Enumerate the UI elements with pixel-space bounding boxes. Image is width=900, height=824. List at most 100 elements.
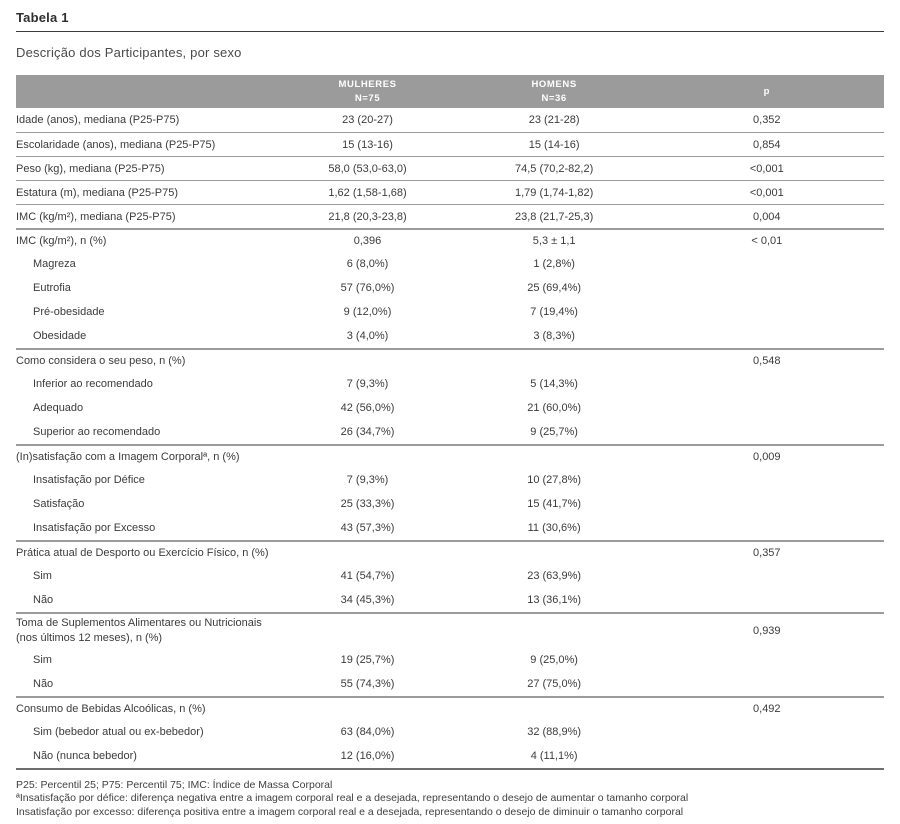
cell-p-value: 0,854 <box>753 138 781 151</box>
cell-homens-value: 1,79 (1,74-1,82) <box>514 186 594 199</box>
column-header-mulheres-n: N=75 <box>354 93 381 104</box>
table-subrow: Inferior ao recomendado 7 (9,3%) 5 (14,3%) <box>16 372 884 396</box>
column-header-homens: HOMENS N=36 <box>459 75 650 108</box>
row-label: Prática atual de Desporto ou Exercício F… <box>16 547 276 559</box>
cell-homens-value: 23,8 (21,7-25,3) <box>514 210 594 223</box>
row-label: Magreza <box>16 258 276 270</box>
table-subrow: Sim (bebedor atual ou ex-bebedor) 63 (84,… <box>16 720 884 744</box>
row-label: Consumo de Bebidas Alcoólicas, n (%) <box>16 703 276 715</box>
row-label-text-line2: (nos últimos 12 meses), n (%) <box>16 632 163 644</box>
cell-homens-value: 4 (11,1%) <box>530 750 578 762</box>
cell-mulheres-value: 19 (25,7%) <box>340 654 395 666</box>
cell-p-value: <0,001 <box>749 162 784 175</box>
participants-table: MULHERES N=75 HOMENS N=36 p Idade (anos)… <box>16 75 884 770</box>
footnote-excess-definition: Insatisfação por excesso: diferença posi… <box>16 805 684 818</box>
cell-mulheres-value: 42 (56,0%) <box>340 402 395 414</box>
row-label-text: IMC (kg/m²), mediana (P25-P75) <box>16 210 176 223</box>
table-subrow: Insatisfação por Défice 7 (9,3%) 10 (27,8%… <box>16 468 884 492</box>
cell-homens-value: 25 (69,4%) <box>527 282 582 294</box>
table-caption: Descrição dos Participantes, por sexo <box>16 45 242 60</box>
row-label: Eutrofia <box>16 282 276 294</box>
row-label: Satisfação <box>16 498 276 510</box>
row-label-text: Satisfação <box>33 498 85 510</box>
row-label: Adequado <box>16 402 276 414</box>
cell-homens-value: 23 (21-28) <box>528 114 580 126</box>
cell-homens-value: 1 (2,8%) <box>533 258 575 270</box>
row-label: Inferior ao recomendado <box>16 378 276 390</box>
row-label-text: Sim <box>33 654 52 666</box>
row-label-text: Como considera o seu peso, n (%) <box>16 355 186 367</box>
row-label-text: Adequado <box>33 402 84 414</box>
row-label: IMC (kg/m²), n (%) <box>16 235 276 247</box>
cell-mulheres-value: 3 (4,0%) <box>346 330 389 342</box>
cell-homens-value: 27 (75,0%) <box>527 678 582 690</box>
row-label: Sim (bebedor atual ou ex-bebedor) <box>16 726 276 738</box>
table-subrow: Eutrofia 57 (76,0%) 25 (69,4%) <box>16 276 884 300</box>
cell-mulheres-value: 1,62 (1,58-1,68) <box>328 186 407 199</box>
table-subrow: Insatisfação por Excesso 43 (57,3%) 11 (30… <box>16 516 884 540</box>
cell-homens-value: 13 (36,1%) <box>527 594 582 606</box>
cell-p-value: 0,492 <box>753 703 781 715</box>
cell-mulheres-value: 26 (34,7%) <box>340 426 395 438</box>
cell-mulheres-value: 0,396 <box>353 235 382 247</box>
cell-mulheres-value: 23 (20-27) <box>342 114 393 126</box>
cell-p-value: <0,001 <box>749 186 784 199</box>
table-row: Como considera o seu peso, n (%) 0,548 <box>16 348 884 372</box>
cell-homens-value: 15 (41,7%) <box>527 498 582 510</box>
column-header-homens-label: HOMENS <box>531 79 577 90</box>
footnote-abbreviations: P25: Percentil 25; P75: Percentil 75; IM… <box>16 779 333 791</box>
row-label: Idade (anos), mediana (P25-P75) <box>16 114 276 126</box>
cell-p-value: 0,004 <box>753 210 781 223</box>
table-row: Peso (kg), mediana (P25-P75) 58,0 (53,0-6… <box>16 156 884 180</box>
cell-mulheres-value: 43 (57,3%) <box>340 522 395 534</box>
row-label-text: Magreza <box>33 258 76 270</box>
table-footnotes: P25: Percentil 25; P75: Percentil 75; IM… <box>16 779 884 819</box>
cell-p-value: 0,009 <box>753 451 781 463</box>
row-label-text: (In)satisfação com a Imagem Corporalª, n… <box>16 451 240 463</box>
cell-mulheres-value: 58,0 (53,0-63,0) <box>328 162 407 175</box>
row-label: Não (nunca bebedor) <box>16 750 276 762</box>
cell-homens-value: 10 (27,8%) <box>527 474 582 486</box>
table-subrow: Sim 19 (25,7%) 9 (25,0%) <box>16 648 884 672</box>
column-header-p-label: p <box>763 86 770 97</box>
cell-p-value: 0,357 <box>753 547 781 559</box>
column-header-homens-n: N=36 <box>541 93 567 104</box>
row-label-text: Peso (kg), mediana (P25-P75) <box>16 162 165 175</box>
cell-mulheres-value: 21,8 (20,3-23,8) <box>328 210 407 223</box>
cell-homens-value: 5 (14,3%) <box>530 378 578 390</box>
cell-mulheres-value: 6 (8,0%) <box>346 258 389 270</box>
row-label-text: Inferior ao recomendado <box>33 378 153 390</box>
cell-homens-value: 5,3 ± 1,1 <box>532 235 576 247</box>
table-body: Idade (anos), mediana (P25-P75) 23 (20-27… <box>16 108 884 768</box>
table-row: Prática atual de Desporto ou Exercício F… <box>16 540 884 564</box>
row-label: Escolaridade (anos), mediana (P25-P75) <box>16 139 276 151</box>
row-label: Como considera o seu peso, n (%) <box>16 355 276 367</box>
cell-homens-value: 9 (25,7%) <box>530 426 578 438</box>
cell-homens-value: 9 (25,0%) <box>530 654 578 666</box>
row-label-text: Não <box>33 594 54 606</box>
header-spacer <box>16 75 276 108</box>
cell-homens-value: 21 (60,0%) <box>527 402 582 414</box>
row-label: Peso (kg), mediana (P25-P75) <box>16 163 276 175</box>
row-label-text: Consumo de Bebidas Alcoólicas, n (%) <box>16 703 206 715</box>
row-label-text: IMC (kg/m²), n (%) <box>16 235 107 247</box>
table-row: Consumo de Bebidas Alcoólicas, n (%) 0,49… <box>16 696 884 720</box>
table-subrow: Pré-obesidade 9 (12,0%) 7 (19,4%) <box>16 300 884 324</box>
row-label: Sim <box>16 570 276 582</box>
row-label: Insatisfação por Défice <box>16 474 276 486</box>
table-row: Idade (anos), mediana (P25-P75) 23 (20-27… <box>16 108 884 132</box>
title-rule <box>16 31 884 32</box>
cell-homens-value: 11 (30,6%) <box>527 522 581 534</box>
row-label: Toma de Suplementos Alimentares ou Nutri… <box>16 616 276 646</box>
row-label-text: Prática atual de Desporto ou Exercício F… <box>16 547 269 559</box>
row-label: Insatisfação por Excesso <box>16 522 276 534</box>
cell-p-value: 0,939 <box>753 624 781 637</box>
table-number: Tabela 1 <box>16 10 69 25</box>
cell-mulheres-value: 7 (9,3%) <box>346 474 389 486</box>
table-row: Toma de Suplementos Alimentares ou Nutri… <box>16 612 884 648</box>
row-label-text: Toma de Suplementos Alimentares ou Nutri… <box>16 617 262 630</box>
row-label: IMC (kg/m²), mediana (P25-P75) <box>16 211 276 223</box>
row-label-text: Obesidade <box>33 330 87 342</box>
row-label-text: Idade (anos), mediana (P25-P75) <box>16 114 180 126</box>
